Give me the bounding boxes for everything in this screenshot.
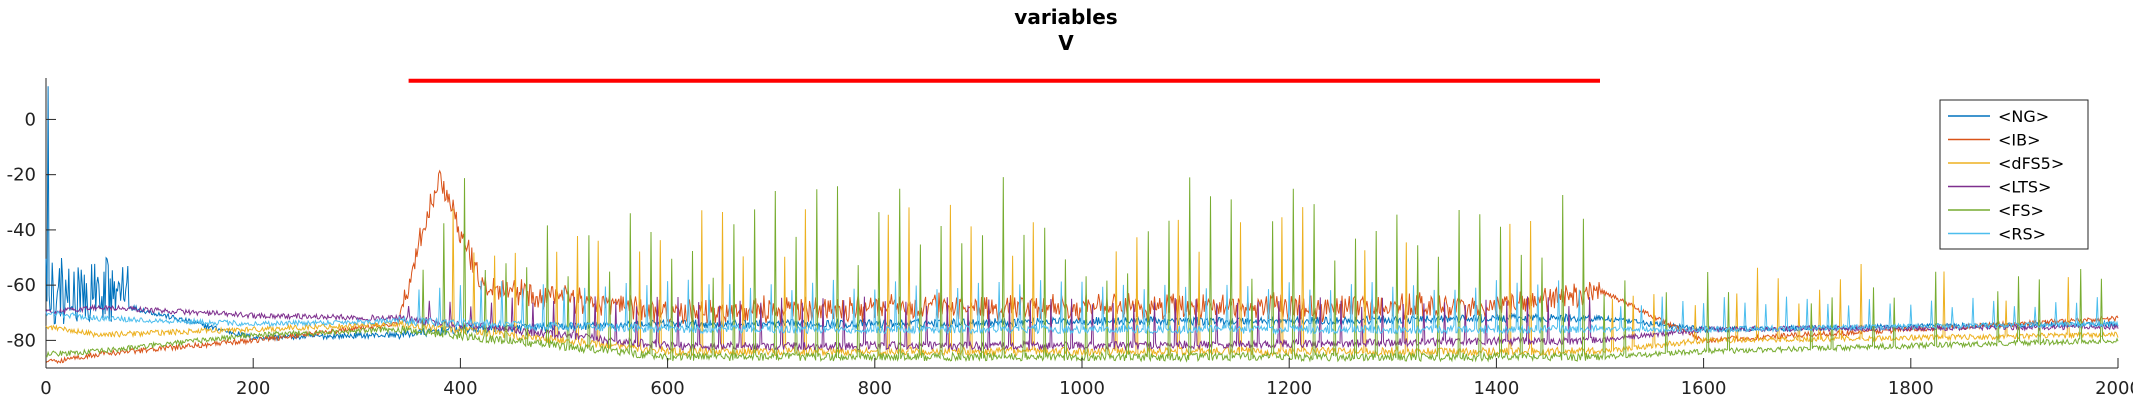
y-tick-label: 0 xyxy=(25,109,36,130)
x-tick-label: 1200 xyxy=(1266,378,1312,399)
legend-label: <RS> xyxy=(1998,225,2046,244)
legend-label: <IB> xyxy=(1998,131,2041,150)
x-axis: 0 200 400 600 800 1000 1200 1400 1600 1800 2000 xyxy=(40,358,2133,399)
x-tick-label: 1800 xyxy=(1888,378,1934,399)
legend-label: <FS> xyxy=(1998,201,2044,220)
plot-area xyxy=(45,78,2119,369)
x-tick-label: 400 xyxy=(443,378,477,399)
series-line-fs xyxy=(45,177,2119,363)
y-tick-label: -20 xyxy=(7,165,36,186)
legend-label: <dFS5> xyxy=(1998,154,2064,173)
chart-subtitle: V xyxy=(1058,31,1074,55)
x-tick-label: 1400 xyxy=(1473,378,1519,399)
y-axis: 0 -20 -40 -60 -80 xyxy=(7,109,56,351)
x-tick-label: 800 xyxy=(858,378,892,399)
legend-box xyxy=(1939,99,2089,250)
y-tick-label: -60 xyxy=(7,275,36,296)
series-line-rs xyxy=(45,279,2119,336)
y-tick-label: -80 xyxy=(7,330,36,351)
y-tick-label: -40 xyxy=(7,220,36,241)
x-tick-label: 200 xyxy=(236,378,270,399)
x-tick-label: 1000 xyxy=(1059,378,1105,399)
x-tick-label: 0 xyxy=(40,378,51,399)
x-tick-label: 1600 xyxy=(1681,378,1727,399)
legend: <NG> <IB> <dFS5> <LTS> <FS> <RS> xyxy=(1939,99,2089,250)
legend-label: <LTS> xyxy=(1998,178,2051,197)
chart-title: variables xyxy=(1014,5,1117,29)
x-tick-label: 600 xyxy=(650,378,684,399)
x-tick-label: 2000 xyxy=(2095,378,2133,399)
legend-label: <NG> xyxy=(1998,107,2049,126)
series-line-ib xyxy=(45,169,2119,365)
